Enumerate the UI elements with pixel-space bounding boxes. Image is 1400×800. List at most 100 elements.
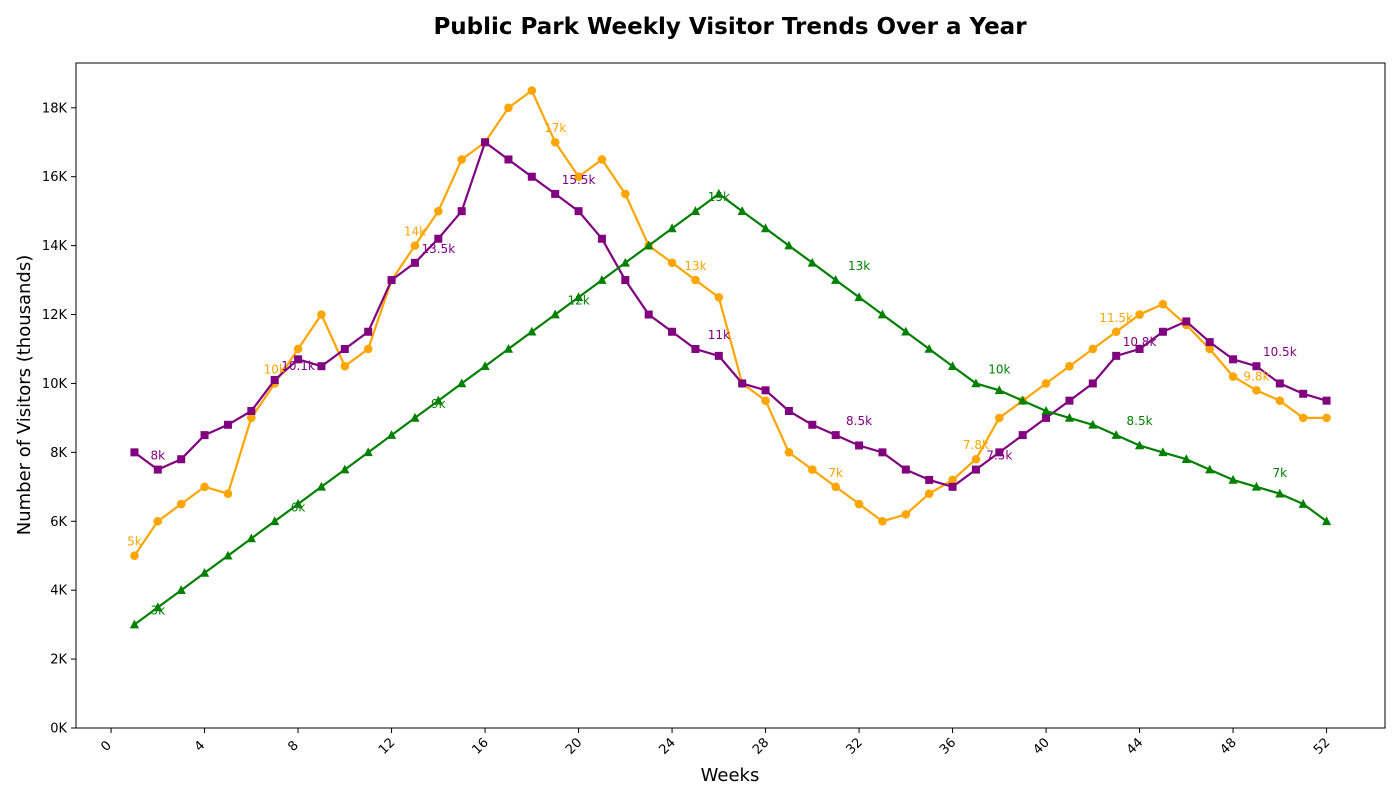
data-point [504, 155, 513, 164]
x-tick-label: 44 [1124, 735, 1146, 757]
data-point [153, 516, 163, 526]
data-point [1275, 488, 1285, 498]
y-tick-label: 6K [50, 515, 67, 530]
series-line [133, 192, 1328, 626]
data-point [1182, 317, 1191, 326]
x-tick-label: 0 [98, 738, 114, 754]
data-label: 8.5k [1127, 414, 1153, 428]
data-label: 14k [404, 225, 426, 239]
data-point [153, 602, 163, 612]
data-point [925, 475, 934, 484]
x-tick-label: 24 [656, 735, 678, 757]
y-tick-label: 8K [50, 446, 67, 461]
data-label: 9.8k [1243, 369, 1269, 383]
x-tick-label: 40 [1030, 735, 1052, 757]
chart-title: Public Park Weekly Visitor Trends Over a… [433, 14, 1027, 40]
y-tick-label: 14K [42, 239, 68, 254]
y-axis: 0K 2K 4K 6K 8K 10K 12K 14K 16K 18K [42, 101, 76, 737]
data-point [831, 431, 840, 440]
data-point [410, 241, 420, 250]
x-tick-label: 48 [1217, 735, 1239, 757]
data-point [1158, 447, 1168, 457]
x-tick-label: 20 [563, 735, 585, 757]
x-tick-label: 12 [376, 735, 398, 757]
data-label: 6k [291, 500, 306, 514]
data-point [620, 257, 630, 267]
data-point [808, 420, 817, 429]
data-label: 15.5k [562, 173, 596, 187]
data-point [995, 448, 1004, 457]
data-point [597, 234, 606, 243]
data-point [410, 412, 420, 422]
data-point [200, 482, 209, 492]
series-line [133, 89, 1327, 557]
data-point [317, 362, 326, 371]
data-point [223, 420, 232, 429]
y-tick-label: 4K [50, 584, 67, 599]
data-point [550, 309, 560, 319]
data-point [130, 551, 139, 561]
plot-area [75, 62, 1386, 729]
data-point [667, 258, 677, 268]
data-point [854, 292, 864, 302]
data-point [714, 351, 723, 360]
data-point [457, 378, 467, 388]
data-point [1252, 362, 1261, 371]
data-point [363, 344, 373, 354]
y-tick-label: 16K [42, 170, 68, 185]
data-point [340, 344, 349, 353]
x-tick-label: 28 [750, 735, 772, 757]
data-point [176, 499, 186, 509]
data-point [247, 413, 256, 423]
data-point [410, 258, 419, 267]
data-point [270, 516, 280, 526]
data-point [293, 499, 303, 508]
data-point [434, 234, 443, 243]
data-point [621, 189, 630, 199]
x-tick-label: 32 [843, 735, 865, 757]
y-tick-label: 10K [42, 377, 68, 392]
data-point [177, 455, 186, 464]
data-point [363, 447, 373, 457]
data-point [317, 310, 326, 319]
data-point [130, 448, 139, 457]
series-1 [130, 138, 1331, 491]
x-tick-label: 16 [469, 735, 491, 757]
data-point [878, 448, 887, 457]
data-point [1158, 299, 1168, 309]
data-label: 5k [127, 535, 142, 549]
annotation-layer: 5k 10k 14k 17k 13k 7k 7.8k 11.5k 9.8k 8k 10.1k 13.5… [127, 121, 1297, 617]
data-label: 13.5k [421, 242, 455, 256]
x-tick-label: 36 [937, 735, 959, 757]
data-point [503, 343, 514, 353]
data-point [1205, 464, 1215, 474]
data-point [247, 407, 256, 416]
data-point [1134, 440, 1145, 450]
data-point [901, 326, 911, 336]
data-label: 11k [708, 328, 730, 342]
data-point [1041, 379, 1051, 388]
data-point [434, 206, 443, 216]
data-point [1088, 379, 1097, 388]
data-point [1112, 351, 1121, 360]
data-point [714, 188, 724, 198]
data-label: 7.5k [986, 449, 1012, 463]
data-point [691, 275, 700, 285]
x-axis-label: Weeks [701, 765, 760, 786]
data-point [644, 310, 653, 319]
data-label: 17k [544, 121, 566, 135]
data-point [1041, 406, 1051, 415]
data-point [1158, 327, 1167, 336]
data-point [948, 482, 957, 491]
data-point [668, 327, 677, 336]
data-point [1088, 344, 1098, 354]
data-point [737, 206, 747, 215]
data-point [457, 207, 466, 216]
y-tick-label: 2K [50, 653, 67, 668]
y-tick-label: 12K [42, 308, 68, 323]
data-point [316, 481, 327, 491]
data-point [690, 206, 701, 215]
y-tick-label: 0K [50, 722, 67, 737]
data-label: 8k [151, 449, 166, 463]
data-point [457, 155, 466, 164]
